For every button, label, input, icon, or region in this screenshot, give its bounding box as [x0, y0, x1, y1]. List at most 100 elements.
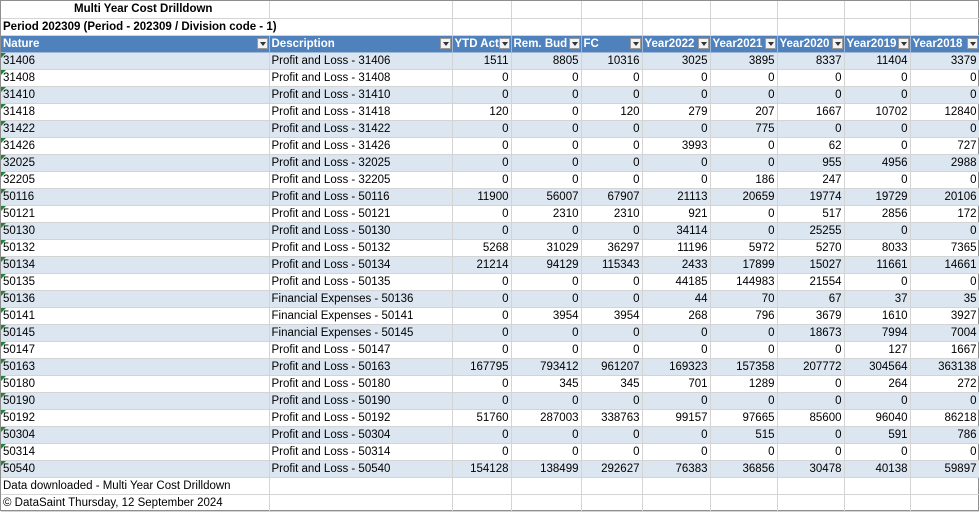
nature-cell[interactable]: 50304	[1, 426, 270, 444]
value-cell[interactable]: 0	[777, 426, 845, 444]
description-cell[interactable]: Profit and Loss - 32205	[269, 171, 453, 189]
value-cell[interactable]: 0	[452, 307, 512, 325]
report-subtitle[interactable]: Period 202309 (Period - 202309 / Divisio…	[1, 18, 453, 36]
value-cell[interactable]: 0	[642, 443, 711, 461]
value-cell[interactable]: 0	[642, 86, 711, 104]
value-cell[interactable]: 25255	[777, 222, 845, 240]
value-cell[interactable]: 0	[452, 86, 512, 104]
value-cell[interactable]: 786	[910, 426, 979, 444]
nature-cell[interactable]: 32025	[1, 154, 270, 172]
value-cell[interactable]: 8337	[777, 52, 845, 70]
description-cell[interactable]: Financial Expenses - 50145	[269, 324, 453, 342]
empty-cell[interactable]	[511, 477, 582, 495]
description-cell[interactable]: Profit and Loss - 32025	[269, 154, 453, 172]
value-cell[interactable]: 0	[710, 341, 778, 359]
value-cell[interactable]: 20106	[910, 188, 979, 206]
value-cell[interactable]: 0	[511, 69, 582, 87]
empty-cell[interactable]	[511, 494, 582, 512]
empty-cell[interactable]	[642, 477, 711, 495]
value-cell[interactable]: 0	[511, 103, 582, 121]
value-cell[interactable]: 36856	[710, 460, 778, 478]
value-cell[interactable]: 3679	[777, 307, 845, 325]
value-cell[interactable]: 0	[581, 86, 643, 104]
filter-dropdown-icon[interactable]	[629, 37, 641, 49]
value-cell[interactable]: 0	[581, 341, 643, 359]
value-cell[interactable]: 10702	[844, 103, 911, 121]
empty-cell[interactable]	[777, 494, 845, 512]
description-cell[interactable]: Profit and Loss - 50132	[269, 239, 453, 257]
value-cell[interactable]: 76383	[642, 460, 711, 478]
value-cell[interactable]: 345	[581, 375, 643, 393]
value-cell[interactable]: 247	[777, 171, 845, 189]
filter-dropdown-icon[interactable]	[764, 37, 776, 49]
value-cell[interactable]: 279	[642, 103, 711, 121]
description-cell[interactable]: Profit and Loss - 31410	[269, 86, 453, 104]
value-cell[interactable]: 0	[777, 443, 845, 461]
description-cell[interactable]: Profit and Loss - 50121	[269, 205, 453, 223]
value-cell[interactable]: 0	[452, 171, 512, 189]
value-cell[interactable]: 1667	[910, 341, 979, 359]
value-cell[interactable]: 793412	[511, 358, 582, 376]
value-cell[interactable]: 272	[910, 375, 979, 393]
value-cell[interactable]: 0	[777, 120, 845, 138]
value-cell[interactable]: 18673	[777, 324, 845, 342]
value-cell[interactable]: 3954	[581, 307, 643, 325]
value-cell[interactable]: 0	[511, 120, 582, 138]
value-cell[interactable]: 0	[511, 290, 582, 308]
value-cell[interactable]: 0	[844, 86, 911, 104]
description-cell[interactable]: Financial Expenses - 50141	[269, 307, 453, 325]
value-cell[interactable]: 7365	[910, 239, 979, 257]
column-header-nature[interactable]: Nature	[1, 35, 270, 53]
value-cell[interactable]: 34114	[642, 222, 711, 240]
description-cell[interactable]: Profit and Loss - 31406	[269, 52, 453, 70]
value-cell[interactable]: 0	[642, 324, 711, 342]
nature-cell[interactable]: 50136	[1, 290, 270, 308]
value-cell[interactable]: 207	[710, 103, 778, 121]
value-cell[interactable]: 5270	[777, 239, 845, 257]
value-cell[interactable]: 21113	[642, 188, 711, 206]
empty-cell[interactable]	[844, 477, 911, 495]
nature-cell[interactable]: 50145	[1, 324, 270, 342]
footer-copyright[interactable]: © DataSaint Thursday, 12 September 2024	[1, 494, 270, 512]
description-cell[interactable]: Profit and Loss - 50304	[269, 426, 453, 444]
value-cell[interactable]: 264	[844, 375, 911, 393]
value-cell[interactable]: 17899	[710, 256, 778, 274]
description-cell[interactable]: Profit and Loss - 50130	[269, 222, 453, 240]
value-cell[interactable]: 0	[452, 290, 512, 308]
filter-dropdown-icon[interactable]	[897, 37, 909, 49]
description-cell[interactable]: Profit and Loss - 31418	[269, 103, 453, 121]
value-cell[interactable]: 120	[581, 103, 643, 121]
value-cell[interactable]: 0	[581, 324, 643, 342]
nature-cell[interactable]: 50163	[1, 358, 270, 376]
value-cell[interactable]: 0	[710, 205, 778, 223]
filter-dropdown-icon[interactable]	[831, 37, 843, 49]
value-cell[interactable]: 0	[511, 171, 582, 189]
description-cell[interactable]: Profit and Loss - 50163	[269, 358, 453, 376]
value-cell[interactable]: 0	[452, 426, 512, 444]
value-cell[interactable]: 3993	[642, 137, 711, 155]
value-cell[interactable]: 0	[581, 69, 643, 87]
value-cell[interactable]: 14661	[910, 256, 979, 274]
value-cell[interactable]: 94129	[511, 256, 582, 274]
value-cell[interactable]: 268	[642, 307, 711, 325]
value-cell[interactable]: 0	[844, 137, 911, 155]
nature-cell[interactable]: 50134	[1, 256, 270, 274]
empty-cell[interactable]	[452, 494, 512, 512]
value-cell[interactable]: 2988	[910, 154, 979, 172]
value-cell[interactable]: 0	[642, 426, 711, 444]
filter-dropdown-icon[interactable]	[966, 37, 978, 49]
value-cell[interactable]: 15027	[777, 256, 845, 274]
value-cell[interactable]: 167795	[452, 358, 512, 376]
value-cell[interactable]: 11900	[452, 188, 512, 206]
value-cell[interactable]: 21214	[452, 256, 512, 274]
value-cell[interactable]: 292627	[581, 460, 643, 478]
value-cell[interactable]: 86218	[910, 409, 979, 427]
value-cell[interactable]: 11404	[844, 52, 911, 70]
value-cell[interactable]: 0	[581, 290, 643, 308]
description-cell[interactable]: Profit and Loss - 50314	[269, 443, 453, 461]
value-cell[interactable]: 169323	[642, 358, 711, 376]
value-cell[interactable]: 0	[710, 69, 778, 87]
column-header-year2022[interactable]: Year2022	[642, 35, 711, 53]
value-cell[interactable]: 3379	[910, 52, 979, 70]
value-cell[interactable]: 0	[642, 171, 711, 189]
